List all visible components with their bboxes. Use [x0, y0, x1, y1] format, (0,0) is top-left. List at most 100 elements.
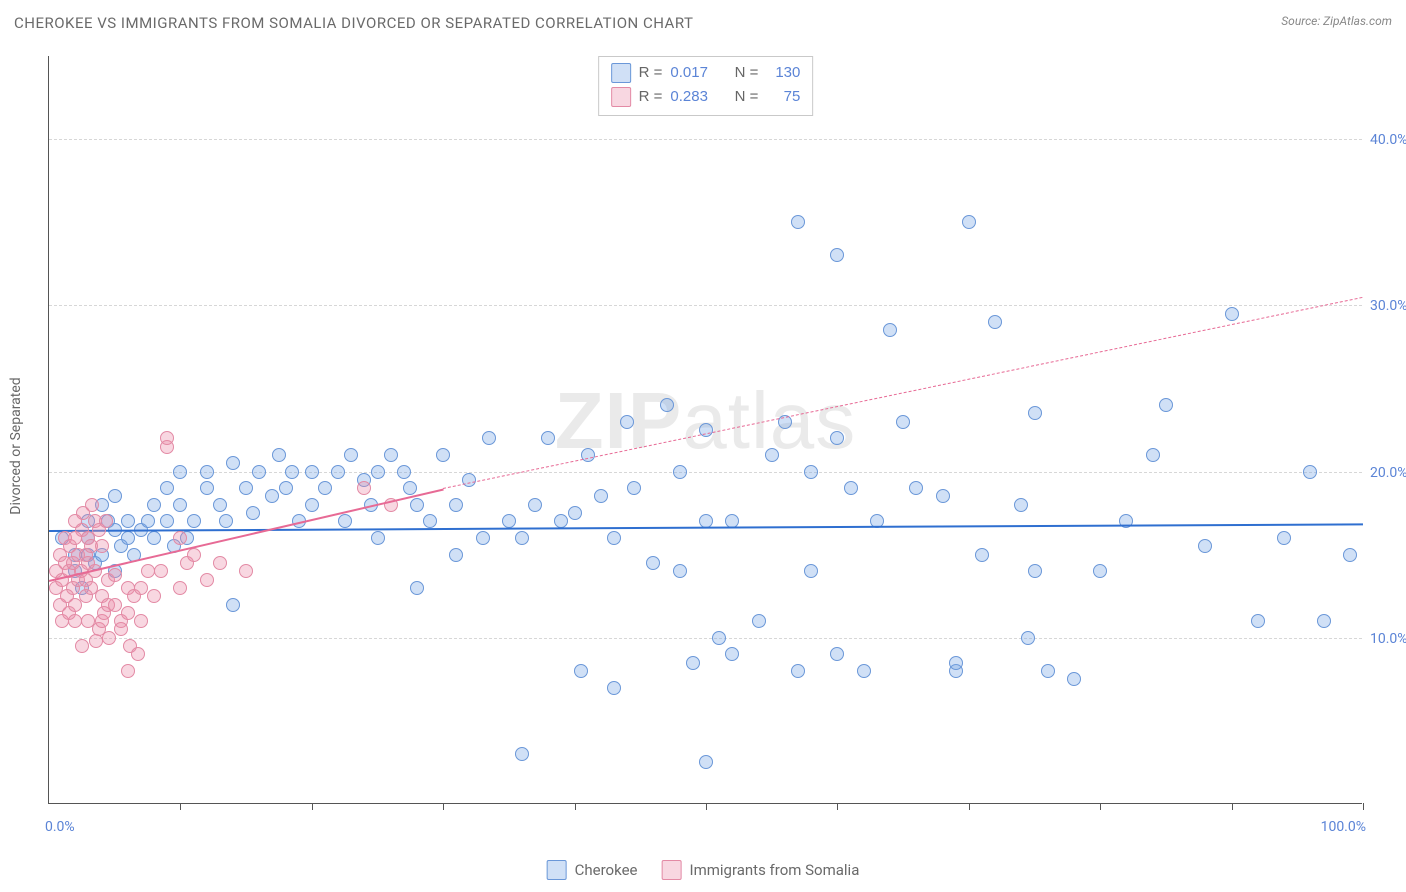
x-tick — [443, 803, 444, 810]
data-point-cherokee — [673, 465, 687, 479]
data-point-cherokee — [449, 498, 463, 512]
x-tick — [180, 803, 181, 810]
data-point-cherokee — [1041, 664, 1055, 678]
data-point-cherokee — [423, 514, 437, 528]
data-point-cherokee — [239, 481, 253, 495]
data-point-cherokee — [804, 465, 818, 479]
data-point-somalia — [114, 622, 128, 636]
data-point-somalia — [121, 664, 135, 678]
data-point-cherokee — [305, 498, 319, 512]
data-point-cherokee — [830, 248, 844, 262]
data-point-cherokee — [318, 481, 332, 495]
chart-title: CHEROKEE VS IMMIGRANTS FROM SOMALIA DIVO… — [14, 14, 693, 32]
data-point-cherokee — [344, 448, 358, 462]
x-tick — [1100, 803, 1101, 810]
data-point-cherokee — [515, 747, 529, 761]
legend-stats-box: R = 0.017 N = 130R = 0.283 N = 75 — [598, 56, 814, 116]
data-point-cherokee — [147, 531, 161, 545]
data-point-cherokee — [712, 631, 726, 645]
x-tick — [706, 803, 707, 810]
data-point-cherokee — [331, 465, 345, 479]
y-tick-label: 40.0% — [1370, 132, 1406, 148]
data-point-cherokee — [594, 489, 608, 503]
data-point-cherokee — [476, 531, 490, 545]
gridline: 20.0% — [49, 472, 1362, 473]
data-point-somalia — [147, 589, 161, 603]
data-point-cherokee — [482, 431, 496, 445]
data-point-cherokee — [1014, 498, 1028, 512]
data-point-cherokee — [804, 564, 818, 578]
legend-stat-row: R = 0.017 N = 130 — [611, 61, 801, 85]
watermark: ZIPatlas — [555, 374, 856, 466]
data-point-cherokee — [725, 647, 739, 661]
data-point-cherokee — [673, 564, 687, 578]
data-point-cherokee — [660, 398, 674, 412]
data-point-cherokee — [1028, 564, 1042, 578]
data-point-somalia — [108, 568, 122, 582]
data-point-cherokee — [436, 448, 450, 462]
legend-swatch — [611, 63, 631, 83]
data-point-cherokee — [160, 514, 174, 528]
data-point-somalia — [141, 564, 155, 578]
data-point-somalia — [187, 548, 201, 562]
gridline: 30.0% — [49, 305, 1362, 306]
data-point-cherokee — [975, 548, 989, 562]
data-point-cherokee — [173, 465, 187, 479]
gridline: 40.0% — [49, 139, 1362, 140]
data-point-cherokee — [554, 514, 568, 528]
data-point-cherokee — [830, 647, 844, 661]
data-point-cherokee — [765, 448, 779, 462]
data-point-cherokee — [147, 498, 161, 512]
source-link[interactable]: ZipAtlas.com — [1323, 14, 1392, 28]
data-point-cherokee — [449, 548, 463, 562]
data-point-cherokee — [568, 506, 582, 520]
legend-stat-row: R = 0.283 N = 75 — [611, 85, 801, 109]
data-point-cherokee — [1277, 531, 1291, 545]
data-point-cherokee — [384, 448, 398, 462]
data-point-cherokee — [397, 465, 411, 479]
legend-item-cherokee: Cherokee — [547, 860, 638, 880]
data-point-cherokee — [462, 473, 476, 487]
data-point-cherokee — [285, 465, 299, 479]
data-point-cherokee — [1067, 672, 1081, 686]
data-point-cherokee — [1028, 406, 1042, 420]
data-point-cherokee — [410, 498, 424, 512]
data-point-somalia — [173, 581, 187, 595]
y-tick-label: 20.0% — [1370, 465, 1406, 481]
data-point-cherokee — [1225, 307, 1239, 321]
data-point-cherokee — [686, 656, 700, 670]
legend-swatch — [661, 860, 681, 880]
data-point-cherokee — [1146, 448, 1160, 462]
y-axis-label: Divorced or Separated — [8, 377, 24, 514]
data-point-cherokee — [200, 465, 214, 479]
data-point-cherokee — [265, 489, 279, 503]
data-point-cherokee — [627, 481, 641, 495]
data-point-cherokee — [1159, 398, 1173, 412]
data-point-cherokee — [909, 481, 923, 495]
data-point-cherokee — [541, 431, 555, 445]
data-point-cherokee — [219, 514, 233, 528]
data-point-cherokee — [502, 514, 516, 528]
legend-item-somalia: Immigrants from Somalia — [661, 860, 859, 880]
data-point-somalia — [173, 531, 187, 545]
data-point-cherokee — [1317, 614, 1331, 628]
data-point-cherokee — [226, 598, 240, 612]
data-point-cherokee — [574, 664, 588, 678]
data-point-cherokee — [528, 498, 542, 512]
data-point-cherokee — [936, 489, 950, 503]
data-point-cherokee — [844, 481, 858, 495]
data-point-cherokee — [200, 481, 214, 495]
x-tick — [575, 803, 576, 810]
trend-line — [443, 297, 1363, 489]
data-point-somalia — [160, 431, 174, 445]
data-point-cherokee — [338, 514, 352, 528]
data-point-cherokee — [272, 448, 286, 462]
data-point-cherokee — [1093, 564, 1107, 578]
data-point-cherokee — [607, 531, 621, 545]
data-point-cherokee — [607, 681, 621, 695]
data-point-cherokee — [515, 531, 529, 545]
data-point-cherokee — [187, 514, 201, 528]
x-tick — [312, 803, 313, 810]
x-tick — [837, 803, 838, 810]
data-point-cherokee — [279, 481, 293, 495]
